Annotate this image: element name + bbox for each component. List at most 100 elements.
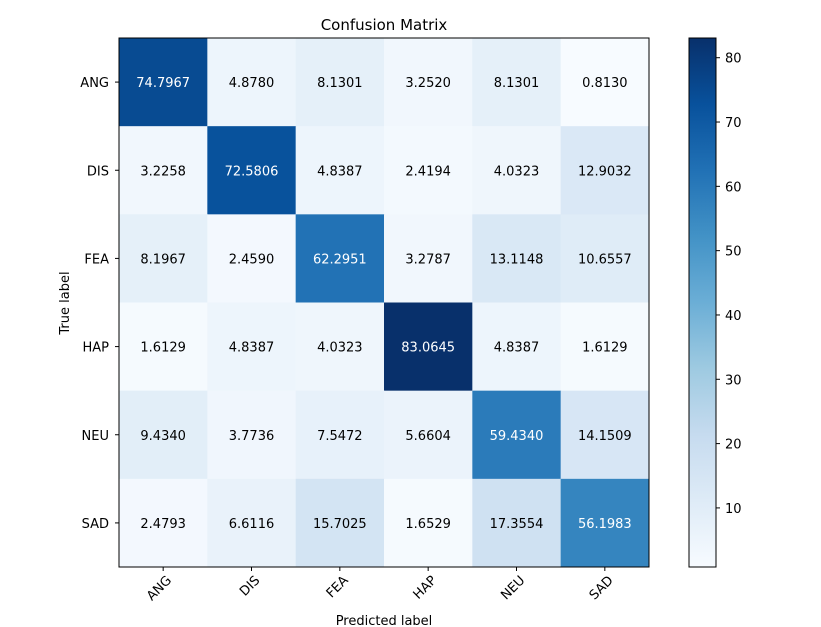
y-axis: ANG DIS FEA HAP NEU SAD [80, 76, 119, 532]
heatmap-cell [207, 302, 297, 392]
x-tick-label: HAP [411, 573, 440, 602]
x-tick-label: DIS [237, 573, 263, 599]
heatmap-cell [295, 478, 385, 568]
y-tick-label: HAP [82, 341, 109, 356]
cell-value-label: 74.7967 [136, 76, 190, 91]
colorbar-tick-label: 60 [725, 180, 742, 195]
cell-value-label: 15.7025 [313, 517, 367, 532]
y-tick-label: SAD [82, 517, 109, 532]
x-tick-label: NEU [498, 573, 528, 603]
cell-value-label: 1.6129 [140, 341, 186, 356]
colorbar-tick-label: 70 [725, 116, 742, 131]
heatmap-cell [560, 214, 650, 303]
cell-value-label: 4.8387 [317, 164, 363, 179]
heatmap-cell [384, 214, 473, 303]
heatmap-cell [295, 390, 385, 480]
x-tick-label: SAD [587, 573, 617, 603]
heatmap-cell [295, 214, 385, 303]
heatmap-cell [119, 126, 208, 215]
y-tick-label: FEA [84, 252, 109, 267]
heatmap-cell [560, 390, 650, 480]
heatmap-cell [560, 38, 650, 127]
plot-frame [118, 37, 650, 568]
cell-value-label: 3.7736 [229, 429, 275, 444]
cell-value-label: 14.1509 [578, 429, 632, 444]
cell-value-label: 8.1301 [317, 76, 363, 91]
cell-value-label: 59.4340 [490, 429, 544, 444]
heatmap-cell [384, 126, 473, 215]
heatmap-cell [119, 302, 208, 392]
colorbar-tick-label: 40 [725, 309, 742, 324]
cell-value-label: 10.6557 [578, 252, 632, 267]
x-axis-label: Predicted label [336, 614, 433, 627]
heatmap-cell [384, 302, 473, 392]
cell-value-label: 56.1983 [578, 517, 632, 532]
colorbar [688, 37, 717, 568]
heatmap-cell [207, 214, 297, 303]
cell-value-label: 72.5806 [225, 164, 279, 179]
heatmap-cell [560, 302, 650, 392]
colorbar-tick-label: 30 [725, 373, 742, 388]
y-tick-label: DIS [87, 164, 109, 179]
heatmap-cell [119, 390, 208, 480]
heatmap-cell [384, 478, 473, 568]
heatmap-cell [119, 214, 208, 303]
heatmap-cell [472, 126, 562, 215]
cell-value-label: 3.2258 [140, 164, 186, 179]
heatmap-cell [207, 126, 297, 215]
cell-value-label: 0.8130 [582, 76, 628, 91]
heatmap-cell [119, 478, 208, 568]
heatmap-cell [472, 390, 562, 480]
cell-value-label: 3.2520 [405, 76, 451, 91]
cell-value-label: 7.5472 [317, 429, 363, 444]
chart-title: Confusion Matrix [321, 16, 448, 34]
heatmap-cell [384, 390, 473, 480]
x-tick-label: FEA [324, 573, 352, 601]
heatmap-cells [119, 38, 650, 568]
cell-value-label: 12.9032 [578, 164, 632, 179]
heatmap-cell [295, 38, 385, 127]
x-tick-label: ANG [144, 573, 175, 604]
cell-value-label: 4.8387 [229, 341, 275, 356]
heatmap-cell [207, 38, 297, 127]
heatmap-cell [295, 302, 385, 392]
heatmap-cell [384, 38, 473, 127]
y-axis-label: True label [58, 271, 73, 335]
cell-value-label: 83.0645 [401, 341, 455, 356]
heatmap-cell [119, 38, 208, 127]
cell-value-label: 6.6116 [229, 517, 275, 532]
cell-value-label: 4.8780 [229, 76, 275, 91]
cell-value-label: 3.2787 [405, 252, 451, 267]
cell-value-label: 13.1148 [490, 252, 544, 267]
cell-value-label: 2.4194 [405, 164, 451, 179]
cell-value-label: 1.6529 [405, 517, 451, 532]
heatmap-cell [207, 390, 297, 480]
heatmap-cell [472, 302, 562, 392]
cell-value-label: 2.4793 [140, 517, 186, 532]
y-tick-label: NEU [82, 429, 109, 444]
heatmap-cell [472, 214, 562, 303]
cell-value-label: 2.4590 [229, 252, 275, 267]
heatmap-cell [560, 478, 650, 568]
colorbar-ticks: 10 20 30 40 50 60 70 80 [716, 52, 742, 517]
cell-value-label: 4.0323 [494, 164, 540, 179]
heatmap-cell-labels: 74.7967 4.8780 8.1301 3.2520 8.1301 0.8130 3.2… [136, 76, 631, 532]
cell-value-label: 62.2951 [313, 252, 367, 267]
y-tick-label: ANG [80, 76, 109, 91]
cell-value-label: 1.6129 [582, 341, 628, 356]
heatmap-cell [472, 478, 562, 568]
cell-value-label: 8.1301 [494, 76, 540, 91]
heatmap-cell [472, 38, 562, 127]
colorbar-tick-label: 20 [725, 438, 742, 453]
colorbar-tick-label: 80 [725, 52, 742, 67]
heatmap-cell [295, 126, 385, 215]
cell-value-label: 5.6604 [405, 429, 451, 444]
cell-value-label: 4.0323 [317, 341, 363, 356]
heatmap-cell [207, 478, 297, 568]
cell-value-label: 8.1967 [140, 252, 186, 267]
colorbar-tick-label: 10 [725, 502, 742, 517]
x-axis: ANG DIS FEA HAP NEU SAD [144, 567, 617, 604]
colorbar-tick-label: 50 [725, 245, 742, 260]
cell-value-label: 4.8387 [494, 341, 540, 356]
